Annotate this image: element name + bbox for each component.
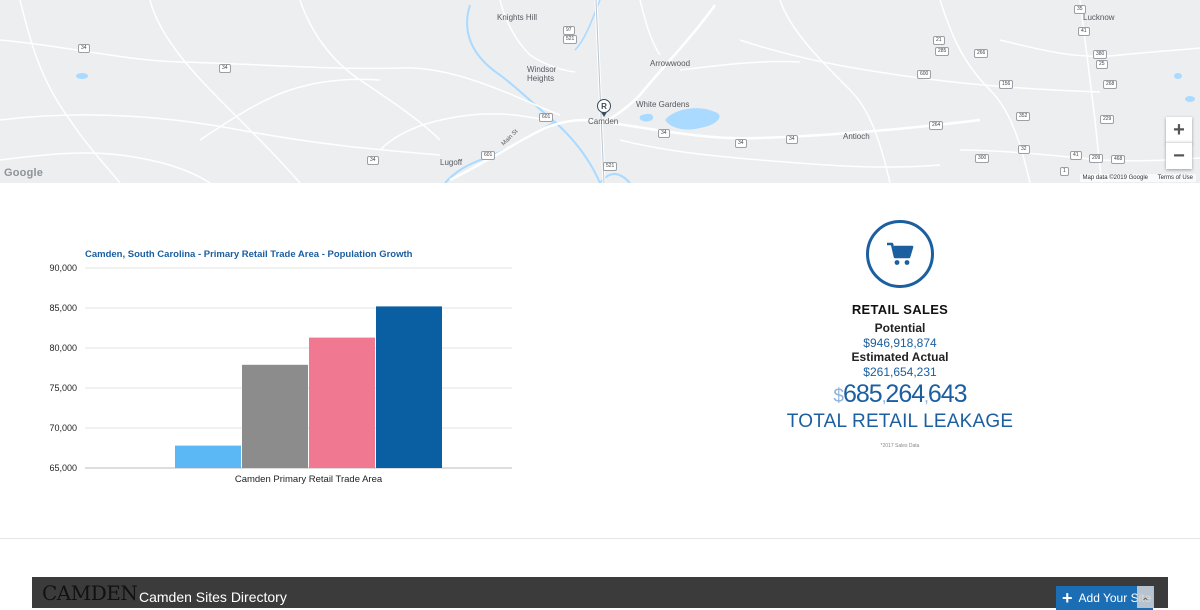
y-tick-label: 75,000 xyxy=(49,383,77,393)
retail-sales-title: RETAIL SALES xyxy=(851,302,949,317)
bar xyxy=(376,306,442,468)
place-label: Heights xyxy=(527,74,555,83)
estimated-actual-value: $261,654,231 xyxy=(863,365,937,379)
route-shield: 32 xyxy=(1018,145,1030,154)
bar xyxy=(242,364,308,468)
place-label: Windsor xyxy=(527,65,557,74)
route-shield: 34 xyxy=(78,44,90,53)
potential-label: Potential xyxy=(874,321,926,335)
place-label: Lugoff xyxy=(440,158,463,167)
x-category-label: Camden Primary Retail Trade Area xyxy=(235,474,383,485)
place-label: Antioch xyxy=(843,132,870,141)
add-your-site-label: Add Your Site xyxy=(1078,591,1152,605)
route-shield: 21 xyxy=(933,36,945,45)
route-shield: 600 xyxy=(917,70,932,79)
leakage-part: 685 xyxy=(842,380,883,408)
place-label: Knights Hill xyxy=(497,13,538,22)
route-shield: 380 xyxy=(1093,50,1108,59)
bar xyxy=(175,445,241,468)
y-tick-label: 90,000 xyxy=(49,263,77,273)
place-label: White Gardens xyxy=(636,100,690,109)
terms-of-use-link[interactable]: Terms of Use xyxy=(1157,175,1193,181)
map-attribution: Map data ©2019 Google Terms of Use xyxy=(1079,174,1196,182)
leakage-part: 643 xyxy=(927,380,968,408)
y-tick-label: 80,000 xyxy=(49,343,77,353)
map-data-credit: Map data ©2019 Google xyxy=(1082,175,1148,181)
route-shield: 264 xyxy=(929,121,944,130)
sales-data-note: *2017 Sales Data xyxy=(880,443,920,449)
route-shield: 34 xyxy=(658,129,670,138)
potential-value: $946,918,874 xyxy=(863,336,937,350)
zoom-out-button[interactable]: − xyxy=(1166,142,1192,169)
leakage-part: 264 xyxy=(885,380,925,408)
route-shield: 34 xyxy=(786,135,798,144)
sites-directory-bar: CAMDEN Camden Sites Directory + Add Your… xyxy=(32,577,1168,610)
map-roads xyxy=(0,0,1200,183)
route-shield: 41 xyxy=(1078,27,1090,36)
route-shield: 521 xyxy=(603,162,618,171)
section-divider xyxy=(0,538,1200,539)
route-shield: 521 xyxy=(563,35,578,44)
route-shield: 601 xyxy=(481,151,496,160)
place-label: Arrowwood xyxy=(650,59,691,68)
google-logo: Google xyxy=(4,167,44,179)
route-shield: 285 xyxy=(935,47,950,56)
shopping-cart-icon xyxy=(866,220,934,288)
plus-icon: + xyxy=(1062,588,1073,608)
population-growth-chart: Camden, South Carolina - Primary Retail … xyxy=(40,240,520,500)
route-shield: 352 xyxy=(1016,112,1031,121)
total-leakage-value: $685,264,643 xyxy=(833,380,968,408)
chart-title: Camden, South Carolina - Primary Retail … xyxy=(85,249,413,260)
route-shield: 229 xyxy=(1100,115,1115,124)
map[interactable]: Knights Hill Windsor Heights Arrowwood W… xyxy=(0,0,1200,183)
route-shield: 41 xyxy=(1070,151,1082,160)
leakage-currency: $ xyxy=(833,386,844,407)
scroll-to-top-button[interactable]: ⌃ xyxy=(1137,586,1154,608)
y-tick-label: 70,000 xyxy=(49,423,77,433)
route-shield: 468 xyxy=(1111,155,1126,164)
route-shield: 1 xyxy=(1060,167,1069,176)
route-shield: 209 xyxy=(1089,154,1104,163)
route-shield: 35 xyxy=(1074,5,1086,14)
retail-sales-panel: RETAIL SALES Potential $946,918,874 Esti… xyxy=(700,220,1100,449)
route-shield: 34 xyxy=(367,156,379,165)
route-shield: 601 xyxy=(539,113,554,122)
place-label: Camden xyxy=(588,117,619,126)
route-shield: 300 xyxy=(975,154,990,163)
bar xyxy=(309,337,375,468)
y-tick-label: 85,000 xyxy=(49,303,77,313)
sites-directory-title: Camden Sites Directory xyxy=(139,589,287,605)
total-leakage-label: TOTAL RETAIL LEAKAGE xyxy=(786,411,1014,432)
route-shield: 34 xyxy=(219,64,231,73)
zoom-in-button[interactable]: + xyxy=(1166,117,1192,143)
route-shield: 97 xyxy=(563,26,575,35)
route-shield: 25 xyxy=(1096,60,1108,69)
route-shield: 156 xyxy=(999,80,1014,89)
route-shield: 268 xyxy=(1103,80,1118,89)
add-your-site-button[interactable]: + Add Your Site xyxy=(1056,586,1153,610)
route-shield: 34 xyxy=(735,139,747,148)
y-tick-label: 65,000 xyxy=(49,463,77,473)
chart-canvas: Camden, South Carolina - Primary Retail … xyxy=(49,249,512,485)
route-shield: 266 xyxy=(974,49,989,58)
camden-logo: CAMDEN xyxy=(42,581,138,605)
place-label: Lucknow xyxy=(1083,13,1115,22)
estimated-actual-label: Estimated Actual xyxy=(851,350,949,364)
map-marker-icon[interactable]: R xyxy=(597,99,611,117)
